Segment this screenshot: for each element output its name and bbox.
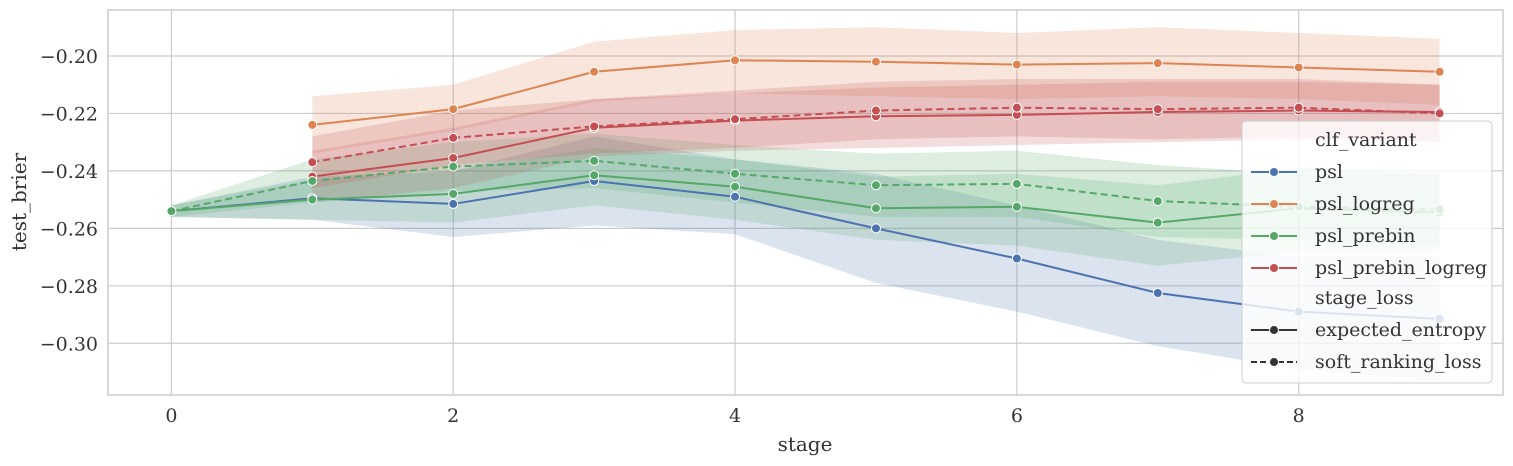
data-point-psl-expected-entropy [870,223,881,234]
data-point-psl-prebin-expected-entropy [307,194,318,205]
data-point-psl-prebin-expected-entropy [1152,217,1163,228]
data-point-psl-logreg-expected-entropy [730,55,741,66]
data-point-psl-logreg-expected-entropy [307,119,318,130]
data-point-psl-prebin-expected-entropy [1011,201,1022,212]
legend-style-title: stage_loss [1315,287,1414,309]
data-point-psl-expected-entropy [1152,288,1163,299]
legend-marker-soft-ranking-loss [1269,357,1279,367]
data-point-psl-logreg-expected-entropy [1293,62,1304,73]
x-tick-label: 6 [1011,405,1023,427]
data-point-psl-prebin-logreg-soft-ranking-loss [730,114,741,125]
legend-marker-psl-logreg [1269,199,1279,209]
y-tick-label: −0.20 [40,46,98,68]
data-point-psl-prebin-logreg-soft-ranking-loss [870,105,881,116]
data-point-psl-prebin-soft-ranking-loss [589,155,600,166]
data-point-psl-prebin-logreg-soft-ranking-loss [1434,108,1445,119]
data-point-psl-prebin-expected-entropy [730,181,741,192]
y-tick-label: −0.28 [40,276,98,298]
data-point-psl-prebin-logreg-expected-entropy [448,152,459,163]
data-point-psl-prebin-expected-entropy [448,188,459,199]
series-line-psl-expected-entropy [171,179,1440,320]
y-tick-label: −0.22 [40,103,98,125]
legend-label-psl-logreg: psl_logreg [1315,193,1415,215]
series-line-psl-prebin-soft-ranking-loss [171,159,1440,213]
data-point-psl-prebin-logreg-soft-ranking-loss [448,132,459,143]
ci-band-psl-prebin-expected-entropy [171,147,1440,266]
legend-label-soft-ranking-loss: soft_ranking_loss [1315,351,1482,373]
data-point-psl-logreg-expected-entropy [870,56,881,67]
data-point-psl-prebin-soft-ranking-loss [1011,178,1022,189]
data-point-psl-prebin-soft-ranking-loss [730,168,741,179]
y-tick-label: −0.24 [40,161,98,183]
x-tick-label: 0 [165,405,177,427]
data-point-psl-prebin-expected-entropy [870,203,881,214]
legend-label-psl-prebin: psl_prebin [1315,225,1415,247]
y-axis-label: test_brier [7,152,31,251]
data-point-psl-expected-entropy [730,191,741,202]
data-point-psl-logreg-expected-entropy [1152,58,1163,69]
data-point-psl-prebin-soft-ranking-loss [307,175,318,186]
legend: clf_variant psl psl_logreg psl_prebin ps… [1241,120,1493,384]
x-axis-label: stage [778,432,833,456]
ci-band-psl-prebin-soft-ranking-loss [171,133,1440,246]
legend-label-psl: psl [1315,161,1343,183]
data-point-psl-logreg-expected-entropy [448,104,459,115]
y-tick-label: −0.30 [40,333,98,355]
data-point-psl-prebin-logreg-soft-ranking-loss [1152,104,1163,115]
series-line-psl-prebin-expected-entropy [171,174,1440,224]
data-point-psl-logreg-expected-entropy [1434,66,1445,77]
legend-label-psl-prebin-logreg: psl_prebin_logreg [1315,257,1487,279]
data-point-psl-logreg-expected-entropy [1011,59,1022,70]
legend-marker-psl-prebin [1269,231,1279,241]
data-point-psl-prebin-soft-ranking-loss [870,180,881,191]
data-point-psl-prebin-logreg-soft-ranking-loss [1293,102,1304,113]
plot-frame [107,9,1504,396]
data-point-psl-prebin-logreg-soft-ranking-loss [307,157,318,168]
x-tick-label: 8 [1293,405,1305,427]
x-tick-label: 2 [447,405,459,427]
legend-marker-psl-prebin-logreg [1269,263,1279,273]
legend-marker-expected-entropy [1269,325,1279,335]
data-point-psl-expected-entropy [448,198,459,209]
y-tick-label: −0.26 [40,218,98,240]
series-markers [166,55,1445,324]
legend-hue-title: clf_variant [1315,129,1417,151]
x-tick-label: 4 [729,405,741,427]
data-point-psl-logreg-expected-entropy [589,66,600,77]
legend-box [1241,120,1493,384]
legend-marker-psl [1269,167,1279,177]
data-point-psl-prebin-soft-ranking-loss [448,161,459,172]
data-point-psl-prebin-soft-ranking-loss [166,206,177,217]
data-point-psl-prebin-soft-ranking-loss [1152,196,1163,207]
x-axis-ticks: 0 2 4 6 8 [165,405,1304,427]
data-point-psl-expected-entropy [1011,253,1022,264]
data-point-psl-prebin-expected-entropy [589,170,600,181]
y-axis-ticks: −0.30 −0.28 −0.26 −0.24 −0.22 −0.20 [40,46,98,355]
data-point-psl-prebin-logreg-soft-ranking-loss [589,121,600,132]
legend-label-expected-entropy: expected_entropy [1315,319,1486,341]
data-point-psl-prebin-logreg-soft-ranking-loss [1011,102,1022,113]
